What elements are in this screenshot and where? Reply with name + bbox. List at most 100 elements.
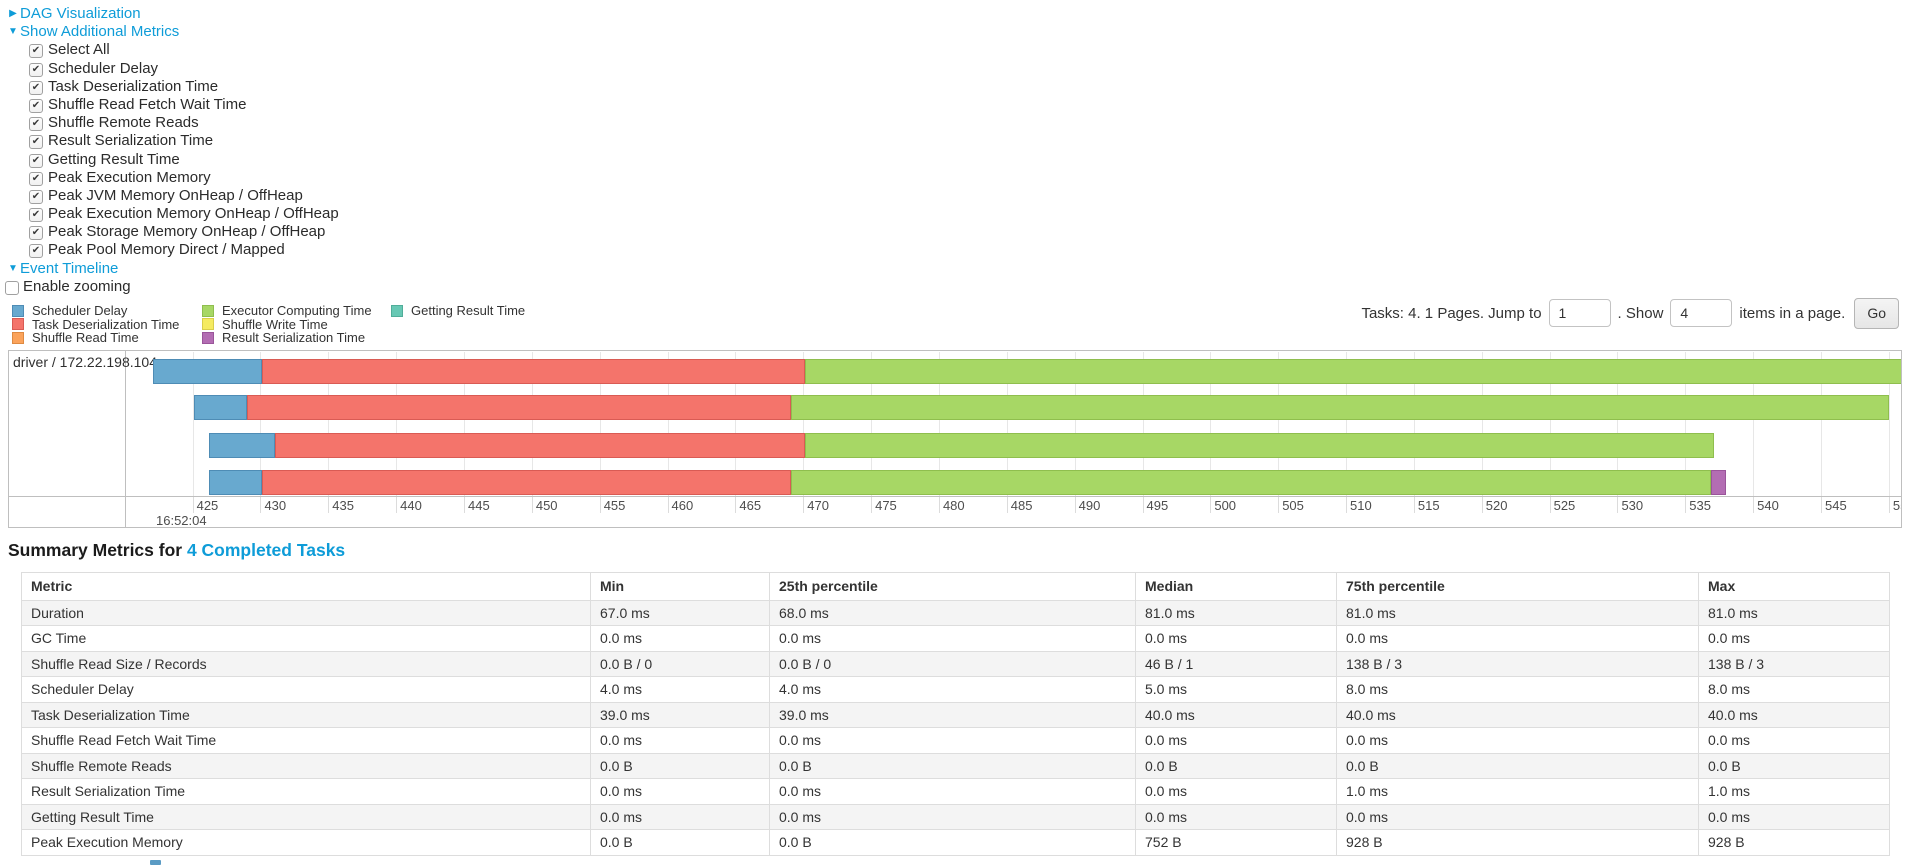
metric-value-cell: 0.0 ms xyxy=(1336,727,1699,754)
metric-checkbox-row: ✔ Peak Execution Memory xyxy=(0,169,700,187)
task_deserialization-swatch-icon xyxy=(12,318,24,331)
show-text: . Show xyxy=(1617,304,1664,322)
table-row: Shuffle Read Fetch Wait Time 0.0 ms 0.0 ms… xyxy=(21,727,1890,754)
metric-value-cell: 0.0 B xyxy=(769,829,1136,856)
metric-value-cell: 0.0 ms xyxy=(1336,625,1699,652)
axis-tick xyxy=(1617,497,1619,513)
gridline xyxy=(1617,352,1619,496)
axis-tick-label: 430 xyxy=(264,498,287,513)
gridline xyxy=(192,352,194,496)
axis-tick xyxy=(1006,497,1008,513)
task-bar-segment-scheduler_delay[interactable] xyxy=(208,432,276,458)
column-header: 75th percentile xyxy=(1336,572,1699,601)
enable-zooming-row: Enable zooming xyxy=(0,278,700,296)
metric-checkbox-label: Getting Result Time xyxy=(48,150,180,168)
metric-checkbox-row: ✔ Peak Pool Memory Direct / Mapped xyxy=(0,241,700,259)
axis-tick-label: 475 xyxy=(875,498,897,513)
jump-to-page-input[interactable] xyxy=(1548,299,1611,327)
task-bar-segment-task_deserialization[interactable] xyxy=(246,395,792,420)
task-bar-segment-task_deserialization[interactable] xyxy=(261,470,792,495)
metric-name-cell: Task Deserialization Time xyxy=(21,701,591,728)
metric-value-cell: 81.0 ms xyxy=(1135,599,1337,626)
metric-value-cell: 81.0 ms xyxy=(1698,599,1890,626)
metric-checkbox[interactable]: ✔ xyxy=(29,62,43,77)
metric-checkbox[interactable]: ✔ xyxy=(29,80,43,95)
gridline xyxy=(1481,352,1483,496)
task-bar-segment-scheduler_delay[interactable] xyxy=(193,395,247,420)
task-bar-segment-executor_computing[interactable] xyxy=(804,358,1901,384)
metric-checkbox[interactable]: ✔ xyxy=(29,171,43,186)
metric-value-cell: 40.0 ms xyxy=(1135,701,1337,728)
show-additional-metrics-toggle[interactable]: ▼ Show Additional Metrics xyxy=(0,23,700,41)
metric-checkbox[interactable]: ✔ xyxy=(29,226,43,241)
gridline xyxy=(531,352,533,496)
axis-tick-label: 425 xyxy=(196,498,219,513)
metric-value-cell: 40.0 ms xyxy=(1698,701,1890,728)
metric-value-cell: 68.0 ms xyxy=(769,599,1136,626)
items-per-page-input[interactable] xyxy=(1670,299,1733,327)
enable-zooming-checkbox[interactable] xyxy=(5,280,19,295)
dag-visualization-toggle[interactable]: ▶ DAG Visualization xyxy=(0,5,700,23)
metric-checkbox[interactable]: ✔ xyxy=(29,117,43,132)
task-bar-segment-executor_computing[interactable] xyxy=(804,432,1714,458)
metric-checkbox[interactable]: ✔ xyxy=(29,208,43,223)
task-bar-segment-scheduler_delay[interactable] xyxy=(153,358,262,384)
axis-tick-label: 535 xyxy=(1689,498,1711,513)
axis-tick-label: 440 xyxy=(400,498,422,513)
axis-tick xyxy=(531,497,533,513)
metric-checkbox[interactable]: ✔ xyxy=(29,135,43,150)
metric-value-cell: 0.0 B xyxy=(769,752,1136,779)
task-bar-segment-executor_computing[interactable] xyxy=(791,395,1889,420)
task-bar-segment-result_serialization[interactable] xyxy=(1711,470,1726,495)
axis-tick xyxy=(735,497,737,513)
items-in-page-text: items in a page. xyxy=(1739,304,1846,322)
column-header: 25th percentile xyxy=(769,572,1136,601)
metric-value-cell: 1.0 ms xyxy=(1698,778,1890,805)
metric-value-cell: 0.0 ms xyxy=(590,625,770,652)
task-bar-segment-scheduler_delay[interactable] xyxy=(208,470,262,495)
metric-checkbox[interactable]: ✔ xyxy=(29,98,43,113)
metric-value-cell: 5.0 ms xyxy=(1135,676,1337,703)
table-row: Scheduler Delay 4.0 ms 4.0 ms 5.0 ms 8.0 ms 8… xyxy=(21,676,1890,703)
dag-visualization-link[interactable]: DAG Visualization xyxy=(20,5,141,22)
completed-tasks-link[interactable]: 4 Completed Tasks xyxy=(186,540,346,560)
summary-metrics-heading: Summary Metrics for 4 Completed Tasks xyxy=(8,540,345,561)
event-timeline-chart[interactable]: driver / 172.22.198.104 425 430 435 440 445 4… xyxy=(8,350,1902,528)
axis-tick-label: 490 xyxy=(1078,498,1101,513)
gridline xyxy=(803,352,805,496)
metric-value-cell: 0.0 ms xyxy=(590,778,770,805)
axis-tick xyxy=(1346,497,1348,513)
task-bar-segment-executor_computing[interactable] xyxy=(791,470,1712,495)
event-timeline-link[interactable]: Event Timeline xyxy=(20,259,119,277)
executor_computing-swatch-icon xyxy=(202,304,214,317)
metric-checkbox-row: ✔ Shuffle Remote Reads xyxy=(0,114,700,132)
gridline xyxy=(1888,352,1890,496)
metric-checkbox[interactable]: ✔ xyxy=(29,44,43,59)
axis-tick-label: 525 xyxy=(1553,498,1576,513)
metric-checkbox-label: Peak JVM Memory OnHeap / OffHeap xyxy=(48,186,303,204)
axis-tick xyxy=(667,497,669,513)
metric-checkbox-row: ✔ Task Deserialization Time xyxy=(0,78,700,96)
task-bar-segment-task_deserialization[interactable] xyxy=(261,358,805,384)
metric-value-cell: 8.0 ms xyxy=(1336,676,1699,703)
go-button[interactable]: Go xyxy=(1854,297,1899,329)
metric-checkbox-label: Task Deserialization Time xyxy=(48,77,219,95)
metric-checkbox-row: ✔ Getting Result Time xyxy=(0,151,700,169)
event-timeline-toggle[interactable]: ▼ Event Timeline xyxy=(0,260,700,278)
metric-checkbox[interactable]: ✔ xyxy=(29,153,43,168)
enable-zooming-label: Enable zooming xyxy=(23,277,131,295)
metric-value-cell: 0.0 ms xyxy=(769,727,1136,754)
task-bar-segment-task_deserialization[interactable] xyxy=(275,432,805,458)
tasks-count-text: Tasks: 4. 1 Pages. Jump to xyxy=(1361,304,1542,322)
metric-value-cell: 0.0 B xyxy=(1336,752,1699,779)
metric-value-cell: 0.0 B / 0 xyxy=(769,650,1136,677)
gridline xyxy=(1210,352,1212,496)
show-additional-metrics-link[interactable]: Show Additional Metrics xyxy=(20,23,180,41)
axis-tick-label: 540 xyxy=(1757,498,1779,513)
metric-checkbox-label: Result Serialization Time xyxy=(48,132,214,150)
axis-tick xyxy=(1549,497,1551,513)
metric-value-cell: 4.0 ms xyxy=(590,676,770,703)
axis-tick xyxy=(1210,497,1212,513)
metric-checkbox[interactable]: ✔ xyxy=(29,189,43,204)
metric-checkbox[interactable]: ✔ xyxy=(29,244,43,259)
